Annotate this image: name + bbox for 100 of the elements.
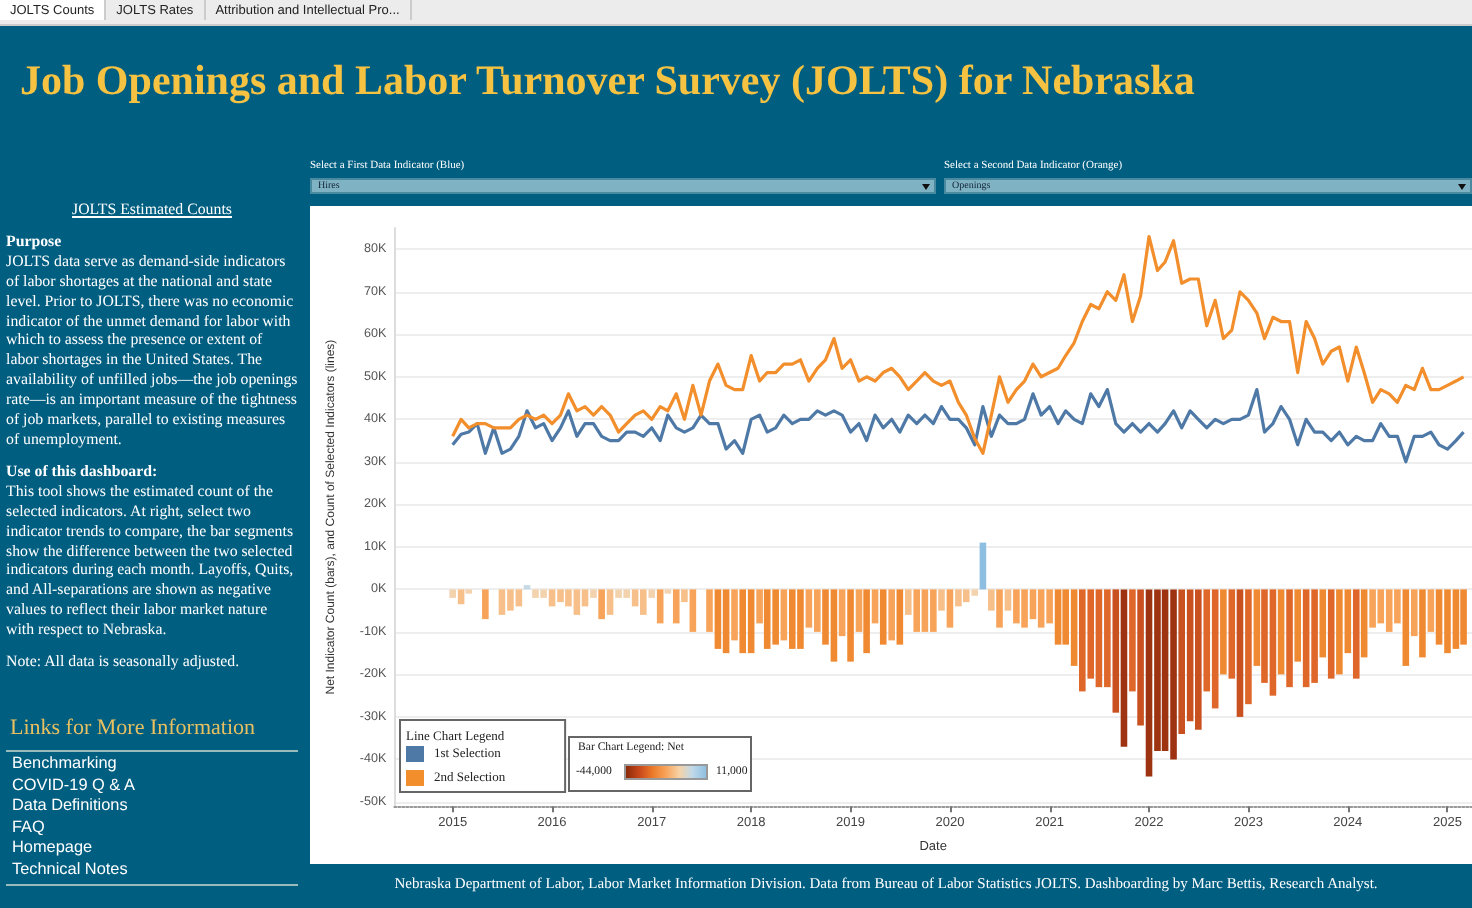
bar xyxy=(672,589,680,624)
bar xyxy=(1377,589,1385,624)
bar xyxy=(772,589,779,645)
bar xyxy=(532,589,539,598)
bar xyxy=(1444,589,1451,654)
bar xyxy=(739,589,747,654)
bar xyxy=(756,589,763,624)
bar xyxy=(507,589,514,611)
bar xyxy=(557,589,564,603)
bar xyxy=(515,589,523,607)
bar xyxy=(1245,589,1252,705)
bar xyxy=(879,589,887,645)
bar xyxy=(706,589,713,632)
bar xyxy=(1137,589,1144,726)
bar xyxy=(863,589,870,654)
bar xyxy=(1046,589,1053,624)
bar xyxy=(797,589,804,649)
bar xyxy=(457,589,465,605)
bar xyxy=(938,589,945,611)
bar xyxy=(904,589,912,615)
bar xyxy=(656,589,664,624)
bar xyxy=(871,589,879,624)
bar xyxy=(913,589,921,632)
bar xyxy=(689,589,697,632)
bar xyxy=(449,589,456,598)
bar xyxy=(1435,589,1443,645)
bar xyxy=(1327,589,1335,679)
bar xyxy=(1452,589,1460,649)
bar xyxy=(623,589,630,598)
bar xyxy=(1369,589,1376,628)
bar xyxy=(581,589,589,607)
bar xyxy=(606,589,614,615)
bar xyxy=(1112,589,1120,713)
bar xyxy=(1220,589,1227,675)
bar xyxy=(1021,589,1028,628)
bar xyxy=(1195,589,1202,730)
bar xyxy=(1037,589,1045,628)
bar xyxy=(888,589,895,641)
bar xyxy=(648,589,656,598)
bar xyxy=(1352,589,1360,679)
bar xyxy=(1286,589,1293,688)
bar xyxy=(631,589,639,607)
bar xyxy=(498,589,506,615)
bar xyxy=(763,589,771,649)
chart-title: Job Openings and Labor Turnover Survey (JOLTS) for Nebraska xyxy=(20,56,1197,106)
bar xyxy=(590,589,597,598)
bar xyxy=(681,589,688,603)
bar xyxy=(482,589,489,620)
bar xyxy=(1460,589,1467,645)
bar xyxy=(896,589,904,645)
bar xyxy=(714,589,722,649)
line-series xyxy=(451,234,1466,455)
bar xyxy=(1402,589,1410,666)
text: FAQ xyxy=(12,817,47,839)
bar xyxy=(1410,589,1418,637)
bar xyxy=(1029,589,1037,620)
bar xyxy=(1277,589,1285,675)
bar xyxy=(1161,589,1169,751)
bar xyxy=(1211,589,1219,709)
bar xyxy=(548,589,556,607)
bar xyxy=(838,589,846,637)
bar xyxy=(946,589,954,628)
bar xyxy=(1145,589,1153,777)
bar xyxy=(1095,589,1103,688)
bar xyxy=(640,589,647,615)
bar xyxy=(847,589,854,662)
bar xyxy=(731,589,738,641)
bar xyxy=(747,589,755,654)
bar xyxy=(855,589,863,632)
bar xyxy=(1336,589,1343,675)
bar xyxy=(1269,589,1277,696)
bar xyxy=(921,589,929,632)
bar xyxy=(722,589,730,654)
bar xyxy=(1360,589,1368,658)
bar xyxy=(1385,589,1393,632)
text: Links for More Information xyxy=(10,715,257,742)
bar xyxy=(930,589,937,632)
bar xyxy=(1129,589,1136,692)
bar xyxy=(1120,589,1128,747)
bar xyxy=(1394,589,1401,624)
bar xyxy=(1236,589,1244,717)
bar xyxy=(955,589,962,607)
bar xyxy=(988,589,995,611)
text: Technical Notes xyxy=(12,859,130,881)
text: Homepage xyxy=(12,838,95,860)
bar xyxy=(962,589,970,603)
bar xyxy=(565,589,572,607)
bar xyxy=(1079,589,1086,692)
text: Data Definitions xyxy=(12,796,130,818)
bar xyxy=(1013,589,1020,624)
text: Benchmarking xyxy=(12,753,119,776)
bar xyxy=(1104,589,1111,688)
bar xyxy=(573,589,581,615)
bar xyxy=(1253,589,1261,666)
bar xyxy=(1178,589,1185,734)
bar xyxy=(615,589,622,598)
bar xyxy=(1004,589,1012,611)
bar xyxy=(1228,589,1236,679)
bar xyxy=(788,589,796,649)
bar xyxy=(1319,589,1327,658)
